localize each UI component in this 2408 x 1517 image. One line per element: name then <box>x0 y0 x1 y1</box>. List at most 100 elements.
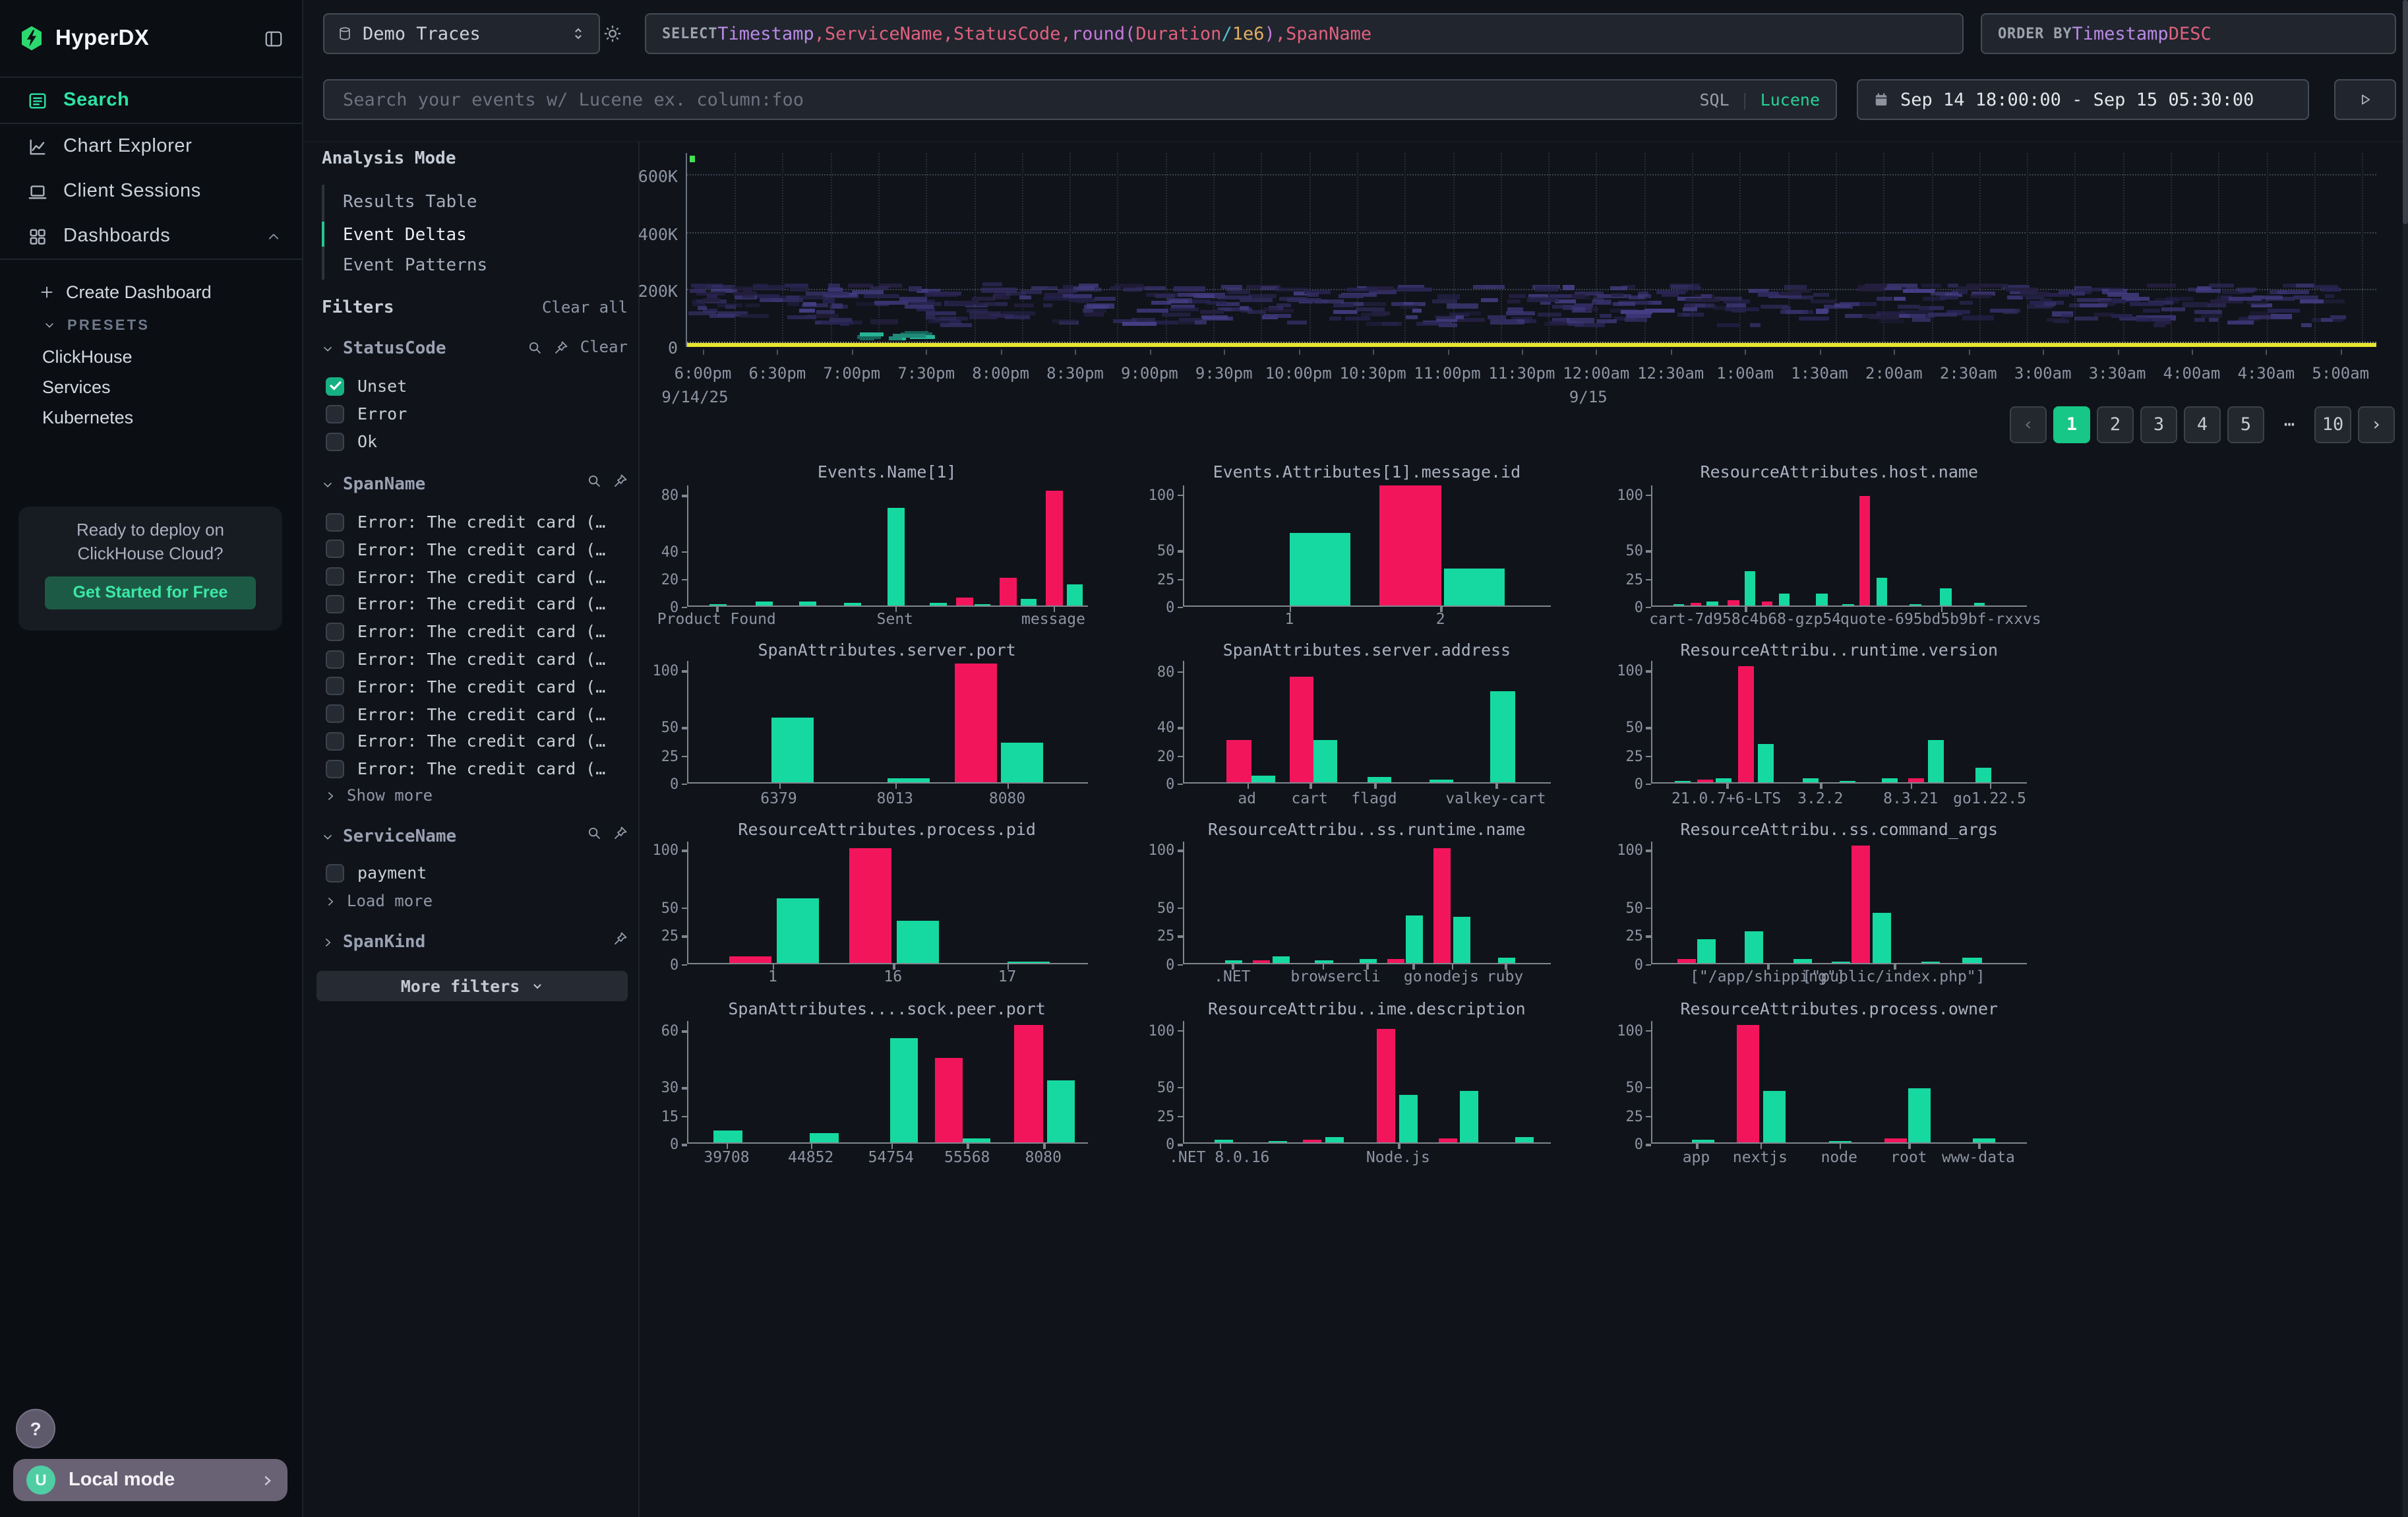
checkbox[interactable] <box>326 677 344 696</box>
pin-icon[interactable] <box>613 826 628 840</box>
checkbox[interactable] <box>326 704 344 724</box>
filter-group-spanname[interactable]: SpanName <box>322 475 425 495</box>
checkbox-label: Error: The credit card (… <box>357 731 606 751</box>
heatmap-cell <box>1201 315 1228 319</box>
heatmap-gridline <box>687 289 2376 290</box>
filter-checkbox-error-the-credit-card[interactable]: Error: The credit card (… <box>326 512 605 532</box>
heatmap-cell <box>1013 303 1035 308</box>
filter-checkbox-error-the-credit-card[interactable]: Error: The credit card (… <box>326 567 605 586</box>
run-query-button[interactable] <box>2334 79 2396 120</box>
orderby-editor[interactable]: ORDER BY Timestamp DESC <box>1981 13 2396 54</box>
chart-ytick <box>1177 727 1183 729</box>
filter-checkbox-error-the-credit-card[interactable]: Error: The credit card (… <box>326 704 605 724</box>
lang-toggle-lucene[interactable]: Lucene <box>1760 90 1820 109</box>
sidebar-item-clickhouse[interactable]: ClickHouse <box>42 347 133 367</box>
page-button-5[interactable]: 5 <box>2227 406 2264 443</box>
heatmap-cell <box>1114 283 1144 288</box>
page-next-button[interactable]: › <box>2358 406 2395 443</box>
chart-xtick <box>1839 1144 1842 1150</box>
filter-checkbox-error-the-credit-card[interactable]: Error: The credit card (… <box>326 540 605 559</box>
page-button-2[interactable]: 2 <box>2097 406 2134 443</box>
sidebar-item-create-dashboard[interactable]: Create Dashboard <box>0 276 302 309</box>
filter-group-clear[interactable]: Clear <box>580 338 628 356</box>
presets-toggle[interactable]: PRESETS <box>0 309 302 342</box>
source-select[interactable]: Demo Traces <box>323 13 600 54</box>
load-more-servicename[interactable]: Load more <box>324 892 433 910</box>
checkbox[interactable] <box>326 863 344 882</box>
scrollbar-thumb[interactable] <box>2403 0 2408 224</box>
heatmap-cell <box>1563 285 1575 290</box>
analysis-mode-results-table[interactable]: Results Table <box>343 193 477 212</box>
search-icon[interactable] <box>587 474 601 488</box>
checkbox[interactable] <box>326 731 344 751</box>
chart-xtick-label: nodejs <box>1424 967 1479 986</box>
chart-xtick <box>1412 964 1415 970</box>
sidebar-item-dashboards[interactable]: Dashboards <box>0 214 302 259</box>
sidebar-item-services[interactable]: Services <box>42 377 111 397</box>
show-more-spanname[interactable]: Show more <box>324 786 433 805</box>
more-filters-button[interactable]: More filters <box>316 971 628 1001</box>
page-button-4[interactable]: 4 <box>2184 406 2221 443</box>
checkbox[interactable] <box>326 622 344 641</box>
gear-icon[interactable] <box>603 24 622 44</box>
filter-checkbox-error-the-credit-card[interactable]: Error: The credit card (… <box>326 649 605 669</box>
collapse-sidebar-icon[interactable] <box>264 28 284 48</box>
pin-icon[interactable] <box>613 474 628 488</box>
filter-checkbox-error-the-credit-card[interactable]: Error: The credit card (… <box>326 621 605 641</box>
search-icon[interactable] <box>587 826 601 840</box>
checkbox-checked[interactable] <box>326 377 344 395</box>
sidebar-item-chart-explorer[interactable]: Chart Explorer <box>0 124 302 169</box>
checkbox[interactable] <box>326 404 344 423</box>
filter-group-spankind[interactable]: SpanKind <box>322 933 425 952</box>
filter-checkbox-error[interactable]: Error <box>326 404 407 423</box>
search-input[interactable] <box>340 88 1689 111</box>
filter-checkbox-error-the-credit-card[interactable]: Error: The credit card (… <box>326 594 605 614</box>
heatmap-cell <box>948 300 979 305</box>
sidebar-item-kubernetes[interactable]: Kubernetes <box>42 408 134 427</box>
checkbox[interactable] <box>326 650 344 668</box>
pin-icon[interactable] <box>613 931 628 946</box>
search-icon[interactable] <box>527 340 542 354</box>
sidebar-item-client-sessions[interactable]: Client Sessions <box>0 169 302 214</box>
chart-bar <box>1387 959 1405 963</box>
checkbox[interactable] <box>326 540 344 559</box>
filter-checkbox-error-the-credit-card[interactable]: Error: The credit card (… <box>326 677 605 697</box>
filter-group-servicename[interactable]: ServiceName <box>322 827 456 847</box>
account-menu[interactable]: U Local mode <box>13 1459 287 1501</box>
filter-checkbox-payment[interactable]: payment <box>326 863 427 882</box>
clear-all-filters[interactable]: Clear all <box>541 298 628 317</box>
sidebar-item-search[interactable]: Search <box>0 77 302 124</box>
get-started-button[interactable]: Get Started for Free <box>45 576 256 609</box>
checkbox[interactable] <box>326 759 344 778</box>
chart-ytick-label: 0 <box>1634 775 1643 793</box>
filter-checkbox-ok[interactable]: Ok <box>326 431 377 451</box>
sql-select-editor[interactable]: SELECT Timestamp, ServiceName, StatusCod… <box>645 13 1964 54</box>
filter-group-statuscode[interactable]: StatusCode <box>322 339 446 359</box>
filter-checkbox-error-the-credit-card[interactable]: Error: The credit card (… <box>326 731 605 751</box>
page-button-1[interactable]: 1 <box>2053 406 2090 443</box>
checkbox[interactable] <box>326 432 344 450</box>
lang-toggle-sql[interactable]: SQL <box>1699 90 1730 109</box>
date-range-picker[interactable]: Sep 14 18:00:00 - Sep 15 05:30:00 <box>1857 79 2309 120</box>
pin-icon[interactable] <box>554 340 568 354</box>
heatmap-xtick <box>1819 350 1821 355</box>
filter-checkbox-error-the-credit-card[interactable]: Error: The credit card (… <box>326 758 605 778</box>
analysis-mode-event-deltas[interactable]: Event Deltas <box>343 225 467 245</box>
scrollbar[interactable] <box>2403 0 2408 1517</box>
page-prev-button[interactable]: ‹ <box>2010 406 2047 443</box>
event-volume-heatmap[interactable] <box>686 153 2376 347</box>
chart-ytick <box>681 495 687 497</box>
chart-xtick-label: ruby <box>1486 967 1524 986</box>
page-button-10[interactable]: 10 <box>2314 406 2351 443</box>
heatmap-cell <box>1661 293 1679 297</box>
filter-checkbox-unset[interactable]: Unset <box>326 376 407 396</box>
checkbox[interactable] <box>326 594 344 613</box>
analysis-mode-event-patterns[interactable]: Event Patterns <box>343 256 488 276</box>
help-button[interactable]: ? <box>16 1409 55 1448</box>
heatmap-gridline <box>1596 153 1598 347</box>
heatmap-gridline <box>878 153 880 347</box>
checkbox[interactable] <box>326 567 344 586</box>
page-button-3[interactable]: 3 <box>2140 406 2177 443</box>
heatmap-xtick-label: 10:00pm <box>1265 364 1332 383</box>
checkbox[interactable] <box>326 512 344 531</box>
